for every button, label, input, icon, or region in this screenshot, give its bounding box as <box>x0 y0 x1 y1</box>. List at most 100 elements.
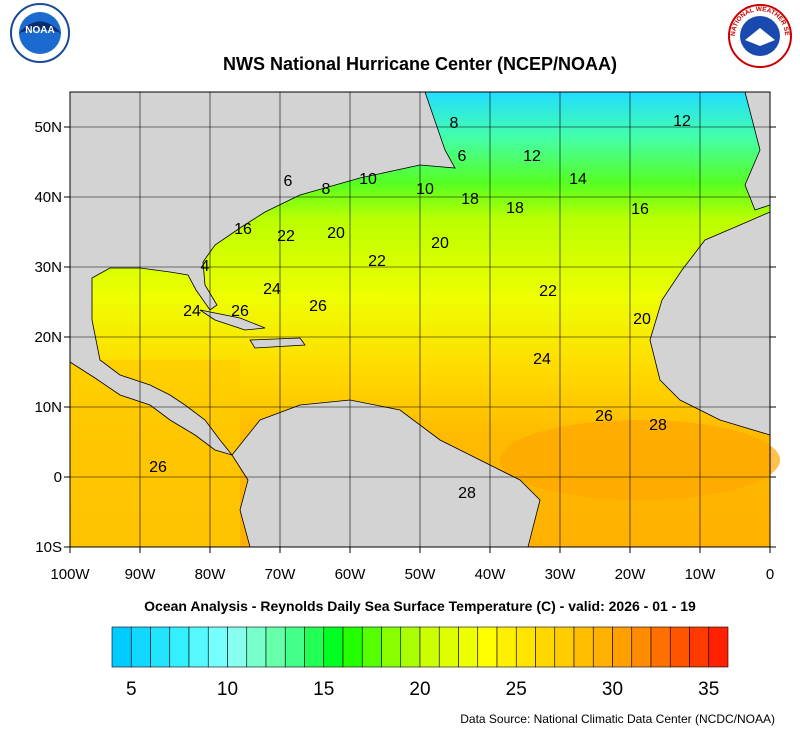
colorbar-tick-label: 10 <box>217 679 238 700</box>
colorbar-box <box>207 626 228 668</box>
x-tick-label: 10W <box>685 566 717 583</box>
map-area <box>69 91 780 548</box>
subtitle: Ocean Analysis - Reynolds Daily Sea Surf… <box>144 598 696 614</box>
x-tick-label: 60W <box>335 566 367 583</box>
colorbar-box <box>361 626 382 668</box>
contour-labels: 8 12 6 12 14 6 8 10 10 18 18 16 16 22 20 20 22 4 24 26 24 26 2… <box>149 113 691 502</box>
north-america <box>69 91 456 456</box>
grid: 100W 90W 80W 70W 60W 50W 40W 30W 20W 10W 0 10S 0 10N 2… <box>34 92 776 583</box>
noaa-logo: NOAA <box>10 3 70 63</box>
contour-label: 18 <box>506 200 524 217</box>
y-tick-label: 0 <box>54 469 62 486</box>
colorbar-box <box>323 626 344 668</box>
contour-label: 12 <box>523 148 541 165</box>
logo-text: NATIONAL WEATHER SERVICE <box>0 0 790 37</box>
contour-label: 26 <box>149 459 167 476</box>
colorbar-box <box>631 626 652 668</box>
warm-pool <box>500 420 780 500</box>
hispaniola <box>249 337 306 349</box>
contour-label: 24 <box>263 281 281 298</box>
colorbar-box <box>535 626 556 668</box>
contour-label: 10 <box>416 181 434 198</box>
y-tick-label: 30N <box>34 259 62 276</box>
x-tick-label: 40W <box>475 566 507 583</box>
colorbar-box <box>188 626 209 668</box>
colorbar-box <box>227 626 248 668</box>
contour-label: 22 <box>539 283 557 300</box>
contour-label: 26 <box>595 408 613 425</box>
colorbar-box <box>284 626 305 668</box>
contour-label: 20 <box>327 225 345 242</box>
colorbar-box <box>612 626 633 668</box>
colorbar-box <box>400 626 421 668</box>
colorbar-box <box>169 626 190 668</box>
colorbar-box <box>438 626 459 668</box>
colorbar-box <box>342 626 363 668</box>
colorbar-box <box>150 626 171 668</box>
cuba <box>199 309 266 331</box>
contour-label: 22 <box>368 253 386 270</box>
contour-label: 26 <box>231 303 249 320</box>
chart-title: NWS National Hurricane Center (NCEP/NOAA… <box>223 54 617 74</box>
contour-label: 4 <box>201 258 210 275</box>
colorbar-box <box>130 626 151 668</box>
contour-label: 22 <box>277 228 295 245</box>
y-tick-label: 50N <box>34 119 62 136</box>
contour-label: 16 <box>234 221 252 238</box>
colorbar-tick-label: 20 <box>409 679 430 700</box>
contour-label: 10 <box>359 171 377 188</box>
contour-label: 6 <box>284 173 293 190</box>
x-tick-label: 70W <box>265 566 297 583</box>
colorbar-box <box>592 626 613 668</box>
x-tick-label: 80W <box>195 566 227 583</box>
colorbar-tick-label: 25 <box>506 679 527 700</box>
contour-label: 20 <box>633 311 651 328</box>
contour-label: 8 <box>450 115 459 132</box>
contour-label: 14 <box>569 171 587 188</box>
contour-label: 28 <box>649 417 667 434</box>
contour-label: 20 <box>431 235 449 252</box>
contour-label: 24 <box>183 303 201 320</box>
colorbar-tick-label: 30 <box>602 679 623 700</box>
x-tick-label: 50W <box>405 566 437 583</box>
colorbar-box <box>304 626 325 668</box>
y-tick-label: 10S <box>35 539 62 556</box>
x-tick-label: 20W <box>615 566 647 583</box>
colorbar-box <box>689 626 710 668</box>
x-tick-label: 30W <box>545 566 577 583</box>
source: Data Source: National Climatic Data Cent… <box>460 712 775 726</box>
contour-label: 24 <box>533 351 551 368</box>
x-tick-label: 0 <box>766 566 774 583</box>
x-tick-label: 100W <box>50 566 90 583</box>
colorbar-box <box>573 626 594 668</box>
colorbar-box <box>477 626 498 668</box>
colorbar: 5 10 15 20 25 30 35 <box>111 626 729 700</box>
colorbar-tick-label: 15 <box>313 679 334 700</box>
y-tick-label: 40N <box>34 189 62 206</box>
colorbar-box <box>554 626 575 668</box>
logo-text: NOAA <box>25 25 54 36</box>
colorbar-box <box>708 626 729 668</box>
y-tick-label: 10N <box>34 399 62 416</box>
colorbar-box <box>419 626 440 668</box>
colorbar-tick-label: 5 <box>126 679 137 700</box>
contour-label: 6 <box>458 148 467 165</box>
colorbar-box <box>246 626 267 668</box>
colorbar-box <box>496 626 517 668</box>
logo-text-path: NATIONAL WEATHER SERVICE <box>0 0 790 37</box>
contour-label: 28 <box>458 485 476 502</box>
south-america <box>231 399 541 548</box>
colorbar-box <box>381 626 402 668</box>
colorbar-box <box>111 626 132 668</box>
colorbar-tick-label: 35 <box>698 679 719 700</box>
y-tick-label: 20N <box>34 329 62 346</box>
colorbar-box <box>650 626 671 668</box>
contour-label: 12 <box>673 113 691 130</box>
contour-label: 26 <box>309 298 327 315</box>
colorbar-box <box>669 626 690 668</box>
colorbar-box <box>265 626 286 668</box>
colorbar-box <box>515 626 536 668</box>
africa <box>649 211 771 436</box>
contour-label: 16 <box>631 201 649 218</box>
